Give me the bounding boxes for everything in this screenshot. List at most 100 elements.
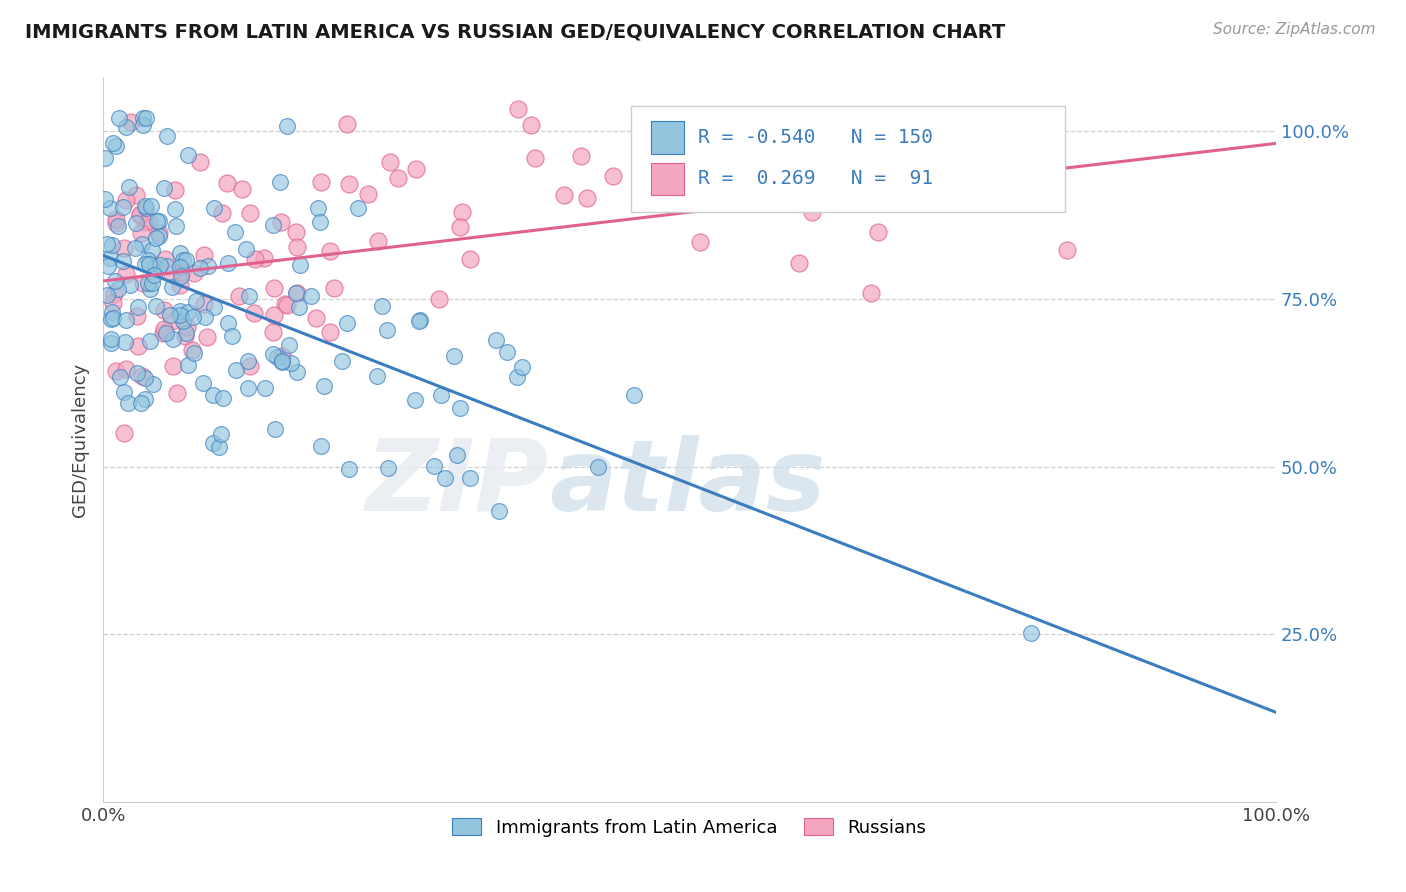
Text: atlas: atlas xyxy=(548,434,825,532)
Point xyxy=(337,177,360,191)
Point xyxy=(202,388,225,402)
Point xyxy=(239,206,262,220)
Point xyxy=(98,251,121,265)
Point xyxy=(201,436,224,450)
Point xyxy=(104,139,127,153)
Point xyxy=(114,313,136,327)
Point xyxy=(336,117,359,131)
Point xyxy=(96,236,118,251)
Point xyxy=(586,459,609,474)
Point xyxy=(174,252,197,267)
Point xyxy=(149,258,172,272)
Point xyxy=(101,237,124,252)
Point xyxy=(443,349,465,363)
Point xyxy=(433,471,456,485)
Point xyxy=(224,225,246,239)
Point xyxy=(217,317,239,331)
Point xyxy=(114,335,136,350)
Point xyxy=(319,326,342,340)
Point xyxy=(135,201,157,215)
Point xyxy=(162,332,184,346)
Point xyxy=(347,201,370,215)
Point xyxy=(188,260,211,275)
Point xyxy=(212,391,235,405)
Point xyxy=(506,370,529,384)
Point xyxy=(336,316,359,330)
Point xyxy=(576,191,599,205)
Point xyxy=(311,439,333,453)
Point xyxy=(107,219,129,233)
Point xyxy=(183,346,205,360)
Point xyxy=(602,169,624,183)
Point xyxy=(170,268,193,283)
Point xyxy=(408,313,430,327)
Point xyxy=(136,252,159,267)
Point xyxy=(569,149,592,163)
Point xyxy=(165,219,187,234)
Point xyxy=(98,201,121,215)
Point xyxy=(100,336,122,351)
Point xyxy=(367,234,389,248)
Point xyxy=(103,287,125,301)
Point xyxy=(176,320,198,334)
Point xyxy=(623,388,645,402)
Point xyxy=(138,257,160,271)
Point xyxy=(100,332,122,346)
Bar xyxy=(651,162,683,195)
Point xyxy=(280,356,302,370)
Y-axis label: GED/Equivalency: GED/Equivalency xyxy=(72,363,89,517)
Point xyxy=(169,278,191,293)
FancyBboxPatch shape xyxy=(631,106,1064,211)
Point xyxy=(225,362,247,376)
Point xyxy=(160,267,183,281)
Point xyxy=(177,148,200,162)
Point xyxy=(309,214,332,228)
Point xyxy=(117,396,139,410)
Point xyxy=(111,254,134,268)
Point xyxy=(181,343,204,357)
Point xyxy=(377,460,399,475)
Point xyxy=(449,219,471,234)
Point xyxy=(112,241,135,255)
Point xyxy=(430,388,453,402)
Point xyxy=(172,314,194,328)
Point xyxy=(254,381,277,395)
Point xyxy=(174,326,197,340)
Point xyxy=(173,328,195,343)
Point xyxy=(118,180,141,194)
Point xyxy=(169,303,191,318)
Point xyxy=(166,386,188,401)
Point xyxy=(553,188,575,202)
Point xyxy=(859,286,882,301)
Point xyxy=(125,188,148,202)
Point xyxy=(263,281,285,295)
Point xyxy=(378,155,401,169)
Point xyxy=(288,300,311,314)
Point xyxy=(101,311,124,326)
Point xyxy=(217,256,239,270)
Point xyxy=(138,213,160,227)
Point xyxy=(141,243,163,257)
Point xyxy=(143,268,166,282)
Text: Source: ZipAtlas.com: Source: ZipAtlas.com xyxy=(1212,22,1375,37)
Point xyxy=(181,310,204,325)
Point xyxy=(108,111,131,125)
Point xyxy=(458,470,481,484)
Text: IMMIGRANTS FROM LATIN AMERICA VS RUSSIAN GED/EQUIVALENCY CORRELATION CHART: IMMIGRANTS FROM LATIN AMERICA VS RUSSIAN… xyxy=(25,22,1005,41)
Point xyxy=(1056,244,1078,258)
Point xyxy=(169,308,191,322)
Point xyxy=(506,102,529,116)
Point xyxy=(127,301,149,315)
Point xyxy=(427,293,450,307)
Point xyxy=(101,136,124,150)
Point xyxy=(236,381,259,395)
Point xyxy=(285,240,308,254)
Point xyxy=(120,115,142,129)
Point xyxy=(276,119,298,133)
Point xyxy=(134,215,156,229)
Point xyxy=(129,395,152,409)
Bar xyxy=(651,121,683,154)
Point xyxy=(307,201,329,215)
Point xyxy=(319,244,342,259)
Point xyxy=(125,216,148,230)
